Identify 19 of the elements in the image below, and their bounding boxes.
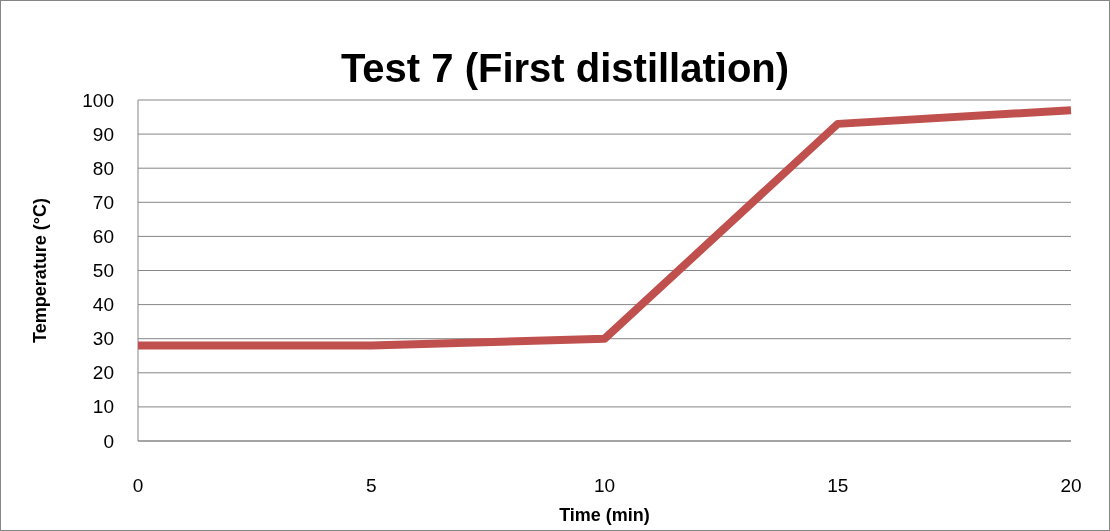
y-axis-title: Temperature (°C)	[30, 198, 50, 343]
y-tick-label: 80	[92, 157, 114, 179]
y-tick-label: 10	[92, 396, 114, 418]
y-tick-label: 0	[103, 430, 114, 452]
y-tick-label: 50	[92, 260, 114, 281]
y-tick-label: 90	[92, 123, 114, 145]
y-tick-label: 20	[92, 362, 114, 384]
y-tick-label: 30	[92, 328, 114, 350]
y-tick-label: 40	[92, 294, 114, 316]
x-tick-label: 10	[593, 474, 616, 496]
x-axis-title: Time (min)	[559, 505, 650, 525]
y-tick-label: 100	[82, 89, 114, 111]
x-tick-label: 5	[365, 474, 377, 496]
y-tick-label: 60	[92, 225, 114, 247]
chart-title: Test 7 (First distillation)	[340, 46, 790, 90]
x-tick-label: 20	[1060, 474, 1082, 496]
y-tick-label: 70	[92, 191, 114, 213]
x-tick-label: 0	[132, 474, 144, 496]
x-tick-label: 15	[827, 474, 849, 496]
